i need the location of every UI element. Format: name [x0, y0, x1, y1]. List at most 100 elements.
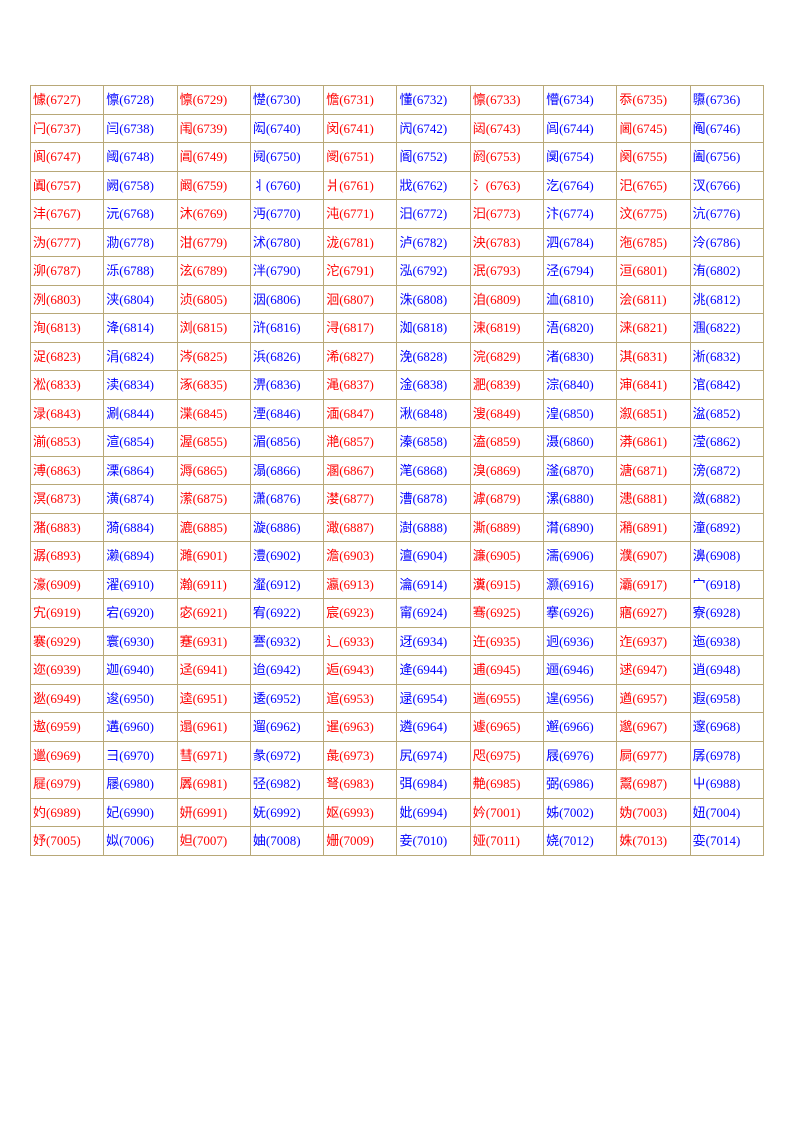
table-row: 闩(6737)闫(6738)闱(6739)闳(6740)闵(6741)闶(674… [31, 114, 764, 143]
char-cell: 宓(6921) [177, 599, 250, 628]
char-cell: 闱(6739) [177, 114, 250, 143]
char-cell: 浯(6820) [544, 314, 617, 343]
char-cell: 遄(6955) [470, 684, 543, 713]
char-cell: 阆(6747) [31, 143, 104, 172]
char-cell: 泫(6789) [177, 257, 250, 286]
char-cell: 灏(6916) [544, 570, 617, 599]
table-row: 阗(6757)阙(6758)阚(6759)丬(6760)爿(6761)戕(676… [31, 171, 764, 200]
char-cell: 闾(6744) [544, 114, 617, 143]
char-cell: 彖(6972) [250, 741, 323, 770]
char-cell: 屮(6988) [690, 770, 763, 799]
char-cell: 渎(6834) [104, 371, 177, 400]
char-cell: 潲(6891) [617, 513, 690, 542]
char-cell: 阏(6753) [470, 143, 543, 172]
char-cell: 沣(6767) [31, 200, 104, 229]
char-cell: 闶(6742) [397, 114, 470, 143]
char-cell: 忝(6735) [617, 86, 690, 115]
char-cell: 漩(6886) [250, 513, 323, 542]
char-cell: 逦(6946) [544, 656, 617, 685]
char-cell: 溆(6851) [617, 399, 690, 428]
char-cell: 漭(6861) [617, 428, 690, 457]
char-cell: 漤(6877) [324, 485, 397, 514]
char-cell: 逖(6949) [31, 684, 104, 713]
char-cell: 逯(6954) [397, 684, 470, 713]
char-cell: 泾(6794) [544, 257, 617, 286]
char-cell: 洚(6814) [104, 314, 177, 343]
char-cell: 汨(6772) [397, 200, 470, 229]
char-cell: 澉(6887) [324, 513, 397, 542]
char-cell: 懔(6729) [177, 86, 250, 115]
char-cell: 沔(6770) [250, 200, 323, 229]
char-cell: 溘(6859) [470, 428, 543, 457]
char-cell: 淝(6839) [470, 371, 543, 400]
char-cell: 妍(6991) [177, 798, 250, 827]
char-cell: 潸(6890) [544, 513, 617, 542]
char-cell: 浼(6828) [397, 342, 470, 371]
char-cell: 濠(6909) [31, 570, 104, 599]
char-cell: 溱(6858) [397, 428, 470, 457]
char-cell: 逡(6950) [104, 684, 177, 713]
char-cell: 寤(6927) [617, 599, 690, 628]
table-row: 宄(6919)宕(6920)宓(6921)宥(6922)宸(6923)甯(692… [31, 599, 764, 628]
char-cell: 湟(6850) [544, 399, 617, 428]
char-cell: 彘(6973) [324, 741, 397, 770]
table-row: 浞(6823)涓(6824)涔(6825)浜(6826)浠(6827)浼(682… [31, 342, 764, 371]
char-cell: 瀛(6913) [324, 570, 397, 599]
char-cell: 潇(6876) [250, 485, 323, 514]
char-cell: 弪(6982) [250, 770, 323, 799]
char-cell: 溴(6869) [470, 456, 543, 485]
char-cell: 屦(6980) [104, 770, 177, 799]
char-cell: 涿(6835) [177, 371, 250, 400]
char-cell: 漶(6881) [617, 485, 690, 514]
char-cell: 鬻(6987) [617, 770, 690, 799]
table-row: 妁(6989)妃(6990)妍(6991)妩(6992)妪(6993)妣(699… [31, 798, 764, 827]
char-cell: 屐(6976) [544, 741, 617, 770]
table-row: 潺(6893)濑(6894)濉(6901)澧(6902)澹(6903)澶(690… [31, 542, 764, 571]
char-cell: 阊(6749) [177, 143, 250, 172]
char-cell: 懔(6728) [104, 86, 177, 115]
char-cell: 浞(6823) [31, 342, 104, 371]
char-cell: 邈(6967) [617, 713, 690, 742]
char-cell: 蹇(6931) [177, 627, 250, 656]
char-cell: 泮(6790) [250, 257, 323, 286]
char-cell: 遐(6958) [690, 684, 763, 713]
char-cell: 溟(6873) [31, 485, 104, 514]
char-cell: 謇(6932) [250, 627, 323, 656]
char-cell: 宸(6923) [324, 599, 397, 628]
char-cell: 滠(6860) [544, 428, 617, 457]
char-cell: 妤(7005) [31, 827, 104, 856]
char-cell: 逵(6951) [177, 684, 250, 713]
char-cell: 迳(6941) [177, 656, 250, 685]
char-cell: 弭(6984) [397, 770, 470, 799]
char-cell: 遨(6959) [31, 713, 104, 742]
char-cell: 宄(6919) [31, 599, 104, 628]
char-cell: 沌(6771) [324, 200, 397, 229]
table-row: 泖(6787)泺(6788)泫(6789)泮(6790)沱(6791)泓(679… [31, 257, 764, 286]
char-cell: 妫(7003) [617, 798, 690, 827]
char-cell: 沐(6769) [177, 200, 250, 229]
char-cell: 瀵(6915) [470, 570, 543, 599]
char-cell: 潺(6893) [31, 542, 104, 571]
char-cell: 浈(6805) [177, 285, 250, 314]
char-cell: 浏(6815) [177, 314, 250, 343]
char-cell: 迮(6937) [617, 627, 690, 656]
char-cell: 濡(6906) [544, 542, 617, 571]
char-cell: 丬(6760) [250, 171, 323, 200]
char-cell: 沲(6785) [617, 228, 690, 257]
char-cell: 憺(6731) [324, 86, 397, 115]
char-cell: 沭(6780) [250, 228, 323, 257]
char-cell: 湔(6853) [31, 428, 104, 457]
table-row: 溥(6863)溧(6864)溽(6865)溻(6866)溷(6867)滗(686… [31, 456, 764, 485]
char-cell: 洎(6809) [470, 285, 543, 314]
table-row: 洌(6803)浃(6804)浈(6805)洇(6806)洄(6807)洙(680… [31, 285, 764, 314]
char-cell: 懵(6734) [544, 86, 617, 115]
char-cell: 姊(7002) [544, 798, 617, 827]
char-cell: 泺(6788) [104, 257, 177, 286]
char-cell: 姒(7006) [104, 827, 177, 856]
char-cell: 褰(6929) [31, 627, 104, 656]
table-row: 溟(6873)潢(6874)潆(6875)潇(6876)漤(6877)漕(687… [31, 485, 764, 514]
char-cell: 洹(6801) [617, 257, 690, 286]
table-row: 褰(6929)寰(6930)蹇(6931)謇(6932)辶(6933)迓(693… [31, 627, 764, 656]
char-cell: 溷(6867) [324, 456, 397, 485]
char-cell: 妾(7010) [397, 827, 470, 856]
